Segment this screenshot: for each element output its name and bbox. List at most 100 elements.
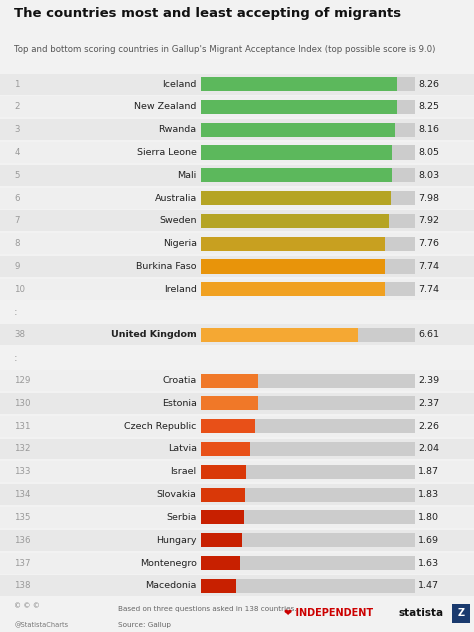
Text: Croatia: Croatia	[163, 376, 197, 385]
FancyBboxPatch shape	[201, 191, 391, 205]
Text: 6.61: 6.61	[418, 331, 439, 339]
FancyBboxPatch shape	[0, 165, 474, 186]
Text: Burkina Faso: Burkina Faso	[136, 262, 197, 271]
FancyBboxPatch shape	[201, 487, 245, 502]
FancyBboxPatch shape	[201, 487, 415, 502]
Text: :: :	[14, 307, 18, 317]
Text: Z: Z	[457, 608, 465, 618]
FancyBboxPatch shape	[0, 416, 474, 437]
FancyBboxPatch shape	[0, 73, 474, 95]
Text: Slovakia: Slovakia	[157, 490, 197, 499]
Text: 2.39: 2.39	[418, 376, 439, 385]
Text: Australia: Australia	[155, 193, 197, 203]
FancyBboxPatch shape	[201, 214, 389, 228]
Text: 38: 38	[14, 331, 25, 339]
FancyBboxPatch shape	[0, 233, 474, 254]
FancyBboxPatch shape	[201, 123, 395, 137]
Text: :: :	[14, 353, 18, 363]
FancyBboxPatch shape	[0, 507, 474, 528]
FancyBboxPatch shape	[201, 236, 385, 251]
Text: 7.74: 7.74	[418, 285, 439, 294]
Text: Mali: Mali	[177, 171, 197, 180]
Text: The countries most and least accepting of migrants: The countries most and least accepting o…	[14, 8, 401, 20]
Text: Sierra Leone: Sierra Leone	[137, 148, 197, 157]
Text: 7: 7	[14, 216, 20, 226]
FancyBboxPatch shape	[0, 575, 474, 597]
Text: Estonia: Estonia	[162, 399, 197, 408]
FancyBboxPatch shape	[201, 556, 415, 570]
Text: Macedonia: Macedonia	[146, 581, 197, 590]
Text: 8: 8	[14, 240, 20, 248]
Text: 130: 130	[14, 399, 31, 408]
FancyBboxPatch shape	[201, 77, 415, 91]
FancyBboxPatch shape	[201, 145, 415, 159]
FancyBboxPatch shape	[0, 484, 474, 505]
FancyBboxPatch shape	[201, 214, 415, 228]
FancyBboxPatch shape	[201, 283, 415, 296]
Text: 1.87: 1.87	[418, 467, 439, 477]
FancyBboxPatch shape	[0, 210, 474, 231]
FancyBboxPatch shape	[201, 260, 385, 274]
FancyBboxPatch shape	[0, 119, 474, 140]
FancyBboxPatch shape	[201, 168, 415, 183]
Text: 1.63: 1.63	[418, 559, 439, 568]
FancyBboxPatch shape	[201, 419, 415, 434]
Text: Serbia: Serbia	[166, 513, 197, 522]
FancyBboxPatch shape	[201, 168, 392, 183]
FancyBboxPatch shape	[0, 279, 474, 300]
FancyBboxPatch shape	[0, 97, 474, 118]
Text: Czech Republic: Czech Republic	[124, 422, 197, 430]
Text: 8.25: 8.25	[418, 102, 439, 111]
Text: 138: 138	[14, 581, 31, 590]
Text: 137: 137	[14, 559, 31, 568]
Text: 135: 135	[14, 513, 31, 522]
FancyBboxPatch shape	[201, 419, 255, 434]
FancyBboxPatch shape	[201, 77, 397, 91]
Text: 1: 1	[14, 80, 20, 88]
Text: 4: 4	[14, 148, 20, 157]
Text: Rwanda: Rwanda	[159, 125, 197, 134]
Text: @StatistaCharts: @StatistaCharts	[14, 622, 68, 628]
Text: Top and bottom scoring countries in Gallup's Migrant Acceptance Index (top possi: Top and bottom scoring countries in Gall…	[14, 45, 436, 54]
Text: 133: 133	[14, 467, 31, 477]
Text: © © ©: © © ©	[14, 604, 40, 609]
Text: 2: 2	[14, 102, 20, 111]
Text: Ireland: Ireland	[164, 285, 197, 294]
FancyBboxPatch shape	[201, 533, 415, 547]
FancyBboxPatch shape	[201, 123, 415, 137]
Text: Israel: Israel	[171, 467, 197, 477]
Text: 6: 6	[14, 193, 20, 203]
Text: United Kingdom: United Kingdom	[111, 331, 197, 339]
Text: 1.80: 1.80	[418, 513, 439, 522]
FancyBboxPatch shape	[201, 100, 397, 114]
FancyBboxPatch shape	[0, 142, 474, 163]
Text: 3: 3	[14, 125, 20, 134]
Text: 5: 5	[14, 171, 20, 180]
FancyBboxPatch shape	[201, 396, 257, 410]
FancyBboxPatch shape	[201, 556, 240, 570]
FancyBboxPatch shape	[201, 145, 392, 159]
FancyBboxPatch shape	[0, 393, 474, 414]
Text: 8.16: 8.16	[418, 125, 439, 134]
Text: 1.83: 1.83	[418, 490, 439, 499]
FancyBboxPatch shape	[201, 260, 415, 274]
FancyBboxPatch shape	[0, 188, 474, 209]
FancyBboxPatch shape	[201, 236, 415, 251]
Text: Montenegro: Montenegro	[140, 559, 197, 568]
FancyBboxPatch shape	[201, 328, 358, 342]
FancyBboxPatch shape	[0, 552, 474, 573]
Text: Sweden: Sweden	[159, 216, 197, 226]
FancyBboxPatch shape	[201, 442, 415, 456]
FancyBboxPatch shape	[0, 324, 474, 346]
FancyBboxPatch shape	[0, 439, 474, 459]
Text: 7.74: 7.74	[418, 262, 439, 271]
FancyBboxPatch shape	[201, 465, 246, 479]
FancyBboxPatch shape	[201, 374, 258, 387]
Text: 9: 9	[14, 262, 19, 271]
Text: 1.47: 1.47	[418, 581, 439, 590]
FancyBboxPatch shape	[0, 461, 474, 482]
Text: 10: 10	[14, 285, 25, 294]
FancyBboxPatch shape	[201, 511, 244, 525]
Text: Based on three questions asked in 138 countries.: Based on three questions asked in 138 co…	[118, 606, 297, 612]
FancyBboxPatch shape	[201, 374, 415, 387]
